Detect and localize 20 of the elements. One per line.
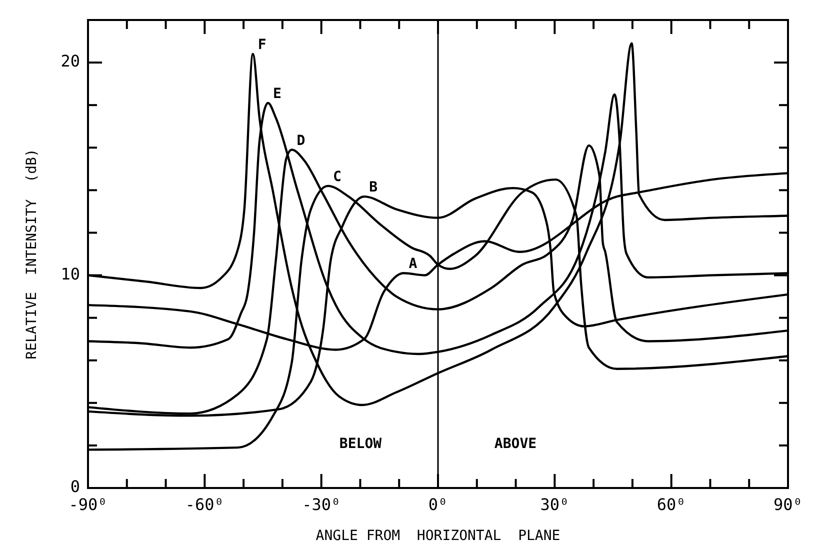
series-label: F (258, 37, 266, 54)
annotation: BELOW (339, 436, 382, 452)
y-axis-title: RELATIVE INTENSITY (dB) (24, 148, 40, 360)
y-tick-label: 20 (60, 52, 80, 71)
x-tick-label: -90⁰ (68, 495, 108, 514)
series-label: C (332, 168, 342, 185)
y-tick-label: 10 (60, 264, 80, 284)
x-tick-label: -60⁰ (185, 495, 224, 514)
series-label: D (296, 132, 306, 149)
x-tick-label: 60⁰ (656, 495, 686, 514)
x-tick-label: -30⁰ (302, 495, 341, 514)
annotation: ABOVE (494, 436, 537, 452)
x-axis-title: ANGLE FROM HORIZONTAL PLANE (316, 528, 560, 544)
series-label: B (369, 180, 378, 196)
series-label: A (408, 256, 418, 272)
x-tick-label: 30⁰ (540, 495, 570, 514)
series-label: E (273, 86, 282, 102)
x-tick-label: 0⁰ (428, 495, 448, 514)
y-tick-label: 0 (70, 477, 80, 496)
x-tick-label: 90⁰ (774, 495, 802, 514)
